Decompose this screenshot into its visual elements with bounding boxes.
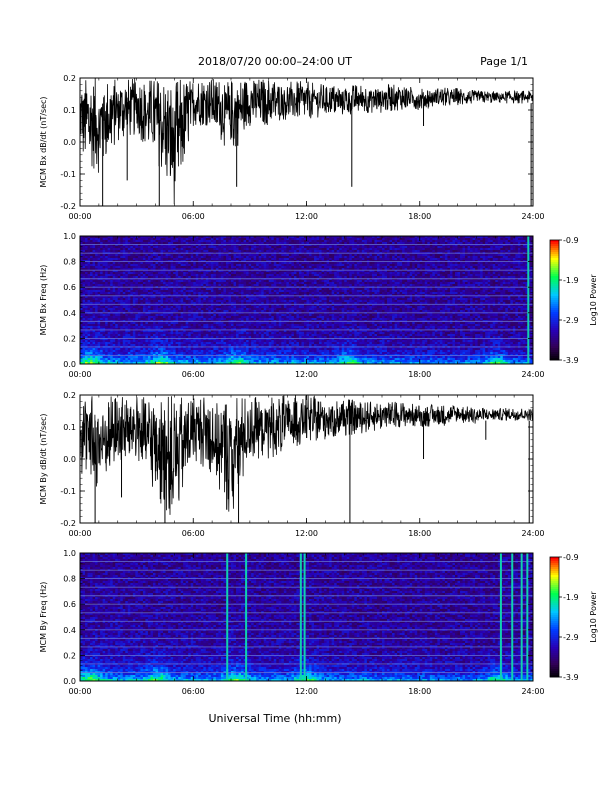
x-tick-label: 18:00 xyxy=(408,212,431,221)
y-tick-label: 0.2 xyxy=(63,74,76,83)
bx-spectrogram-panel: MCM Bx Freq (Hz) Log10 Power 00:00 06:00 1… xyxy=(39,232,598,379)
x-tick-label: 00:00 xyxy=(68,212,91,221)
x-tick-label: 06:00 xyxy=(182,212,205,221)
dbdt-trace xyxy=(80,78,533,204)
bx-dbdt-ylabel: MCM Bx dB/dt (nT/sec) xyxy=(39,96,48,187)
bx-dbdt-panel: MCM Bx dB/dt (nT/sec) 00:00 06:00 12:00 18:… xyxy=(39,74,545,221)
y-tick-label: 0.1 xyxy=(63,106,76,115)
figure-title: 2018/07/20 00:00–24:00 UT xyxy=(198,55,352,68)
page-indicator: Page 1/1 xyxy=(480,55,528,68)
bx-spectrogram-ylabel: MCM Bx Freq (Hz) xyxy=(39,265,48,336)
x-tick-label: 12:00 xyxy=(295,212,318,221)
y-tick-label: -0.1 xyxy=(60,170,76,179)
y-tick-label: -0.2 xyxy=(60,202,76,211)
bx-colorbar-label: Log10 Power xyxy=(589,274,598,326)
y-tick-label: 0.0 xyxy=(63,138,76,147)
x-tick-label: 24:00 xyxy=(521,212,544,221)
